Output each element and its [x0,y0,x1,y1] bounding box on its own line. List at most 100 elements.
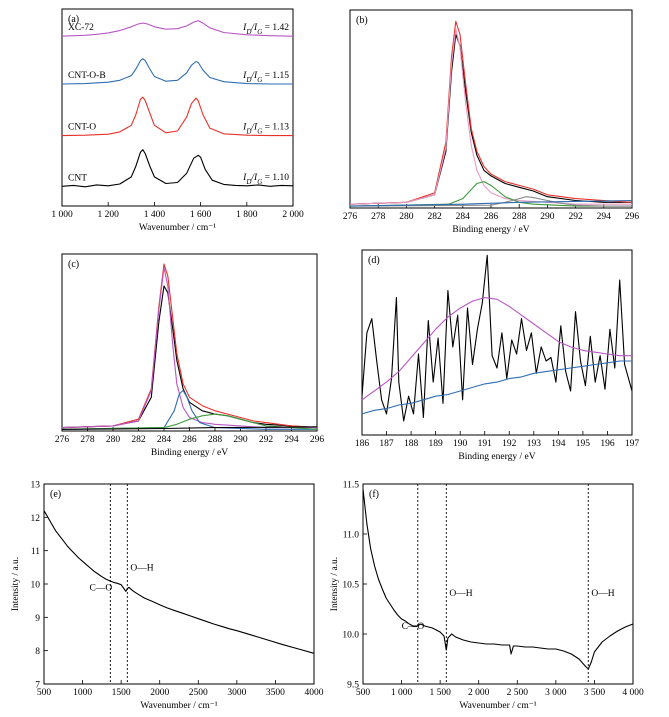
x-tick-label: 292 [568,212,583,222]
x-tick-label: 282 [427,212,442,222]
x-tick-label: 282 [131,435,146,445]
x-tick-label: 2 000 [468,688,490,698]
panel-label: (b) [356,15,368,26]
x-axis-label: Binding energy / eV [151,448,228,458]
series-line-cnt-o [61,96,293,137]
series-line-red [349,20,633,205]
y-tick-label: 13 [31,481,41,491]
x-tick-label: 1 200 [98,210,120,220]
series-line-xc-72 [61,20,294,37]
x-tick-label: 2 500 [507,688,529,698]
x-axis-label: Binding energy / eV [458,452,535,462]
x-tick-label: 288 [208,435,223,445]
plot-frame [361,249,633,436]
series-line-black [43,510,315,654]
chart-panel-f: 500 1 000 1 500 2 000 2 500 3 000 3 500 4 000 9.… [330,481,644,712]
y-tick-label: 10 [31,581,41,591]
x-axis-label: Binding energy / eV [452,225,529,235]
x-tick-label: 189 [429,439,444,449]
x-tick-label: 1 400 [144,210,166,220]
x-tick-label: 3500 [266,688,285,698]
x-tick-label: 294 [284,435,299,445]
bond-annotation: O—H [130,564,153,574]
series-line-pink [349,28,632,205]
x-tick-label: 278 [80,435,95,445]
x-tick-label: 296 [625,212,640,222]
x-tick-label: 2000 [150,688,169,698]
bond-annotation: O—H [591,589,614,599]
x-tick-label: 500 [356,688,371,698]
series-line-blue [61,389,317,430]
x-tick-label: 276 [343,212,358,222]
x-tick-label: 286 [484,212,499,222]
series-line-black [61,426,318,430]
series-line-green [349,181,632,207]
y-tick-label: 11.5 [343,481,360,491]
y-axis-label: Intensity / a.u. [330,557,340,611]
x-tick-label: 1 600 [190,210,212,220]
x-tick-label: 194 [551,439,566,449]
bond-annotation: O—H [449,589,472,599]
x-tick-label: 192 [502,439,517,449]
series-line-cnt [61,149,294,188]
bond-annotation: C—O [90,584,113,594]
x-tick-label: 284 [456,212,471,222]
y-tick-label: 9 [35,614,40,624]
x-tick-label: 286 [182,435,197,445]
x-tick-label: 294 [597,212,612,222]
series-line-cnt-o-b [61,58,293,85]
x-tick-label: 280 [106,435,121,445]
x-tick-label: 4 000 [622,688,644,698]
x-tick-label: 500 [37,688,52,698]
panel-label: (f) [369,489,379,500]
y-tick-label: 10.0 [342,631,359,641]
series-line-black [61,285,318,429]
x-tick-label: 195 [576,439,591,449]
panel-label: (e) [50,489,61,500]
x-tick-label: 197 [625,439,640,449]
x-tick-label: 290 [540,212,555,222]
bond-annotation: C—O [402,622,425,632]
y-tick-label: 8 [35,647,40,657]
plot-frame [349,9,633,209]
y-axis-label: Intensity / a.u. [11,557,21,611]
x-axis-label: Wavenumber / cm⁻¹ [139,223,216,233]
plot-frame [43,483,315,685]
chart-panel-a: 1 000 1 200 1 400 1 600 1 800 2 000 Wavenumber… [51,8,304,233]
x-tick-label: 1 000 [391,688,413,698]
x-tick-label: 3 000 [545,688,567,698]
chart-panel-c: 276 278 280 282 284 286 288 290 292 294 296 Binding… [55,253,325,458]
x-tick-label: 280 [399,212,414,222]
x-tick-label: 1000 [73,688,92,698]
x-tick-label: 296 [310,435,325,445]
x-tick-label: 2 000 [282,210,304,220]
x-tick-label: 190 [453,439,468,449]
plot-frame [362,483,634,685]
chart-panel-e: 500 1000 1500 2000 2500 3000 3500 4000 7 8 9 10 11 12… [11,481,324,712]
y-tick-label: 11 [31,547,40,557]
y-tick-label: 7 [35,681,40,691]
x-tick-label: 290 [233,435,248,445]
intensity-ratio-label: ID/IG = 1.15 [242,71,289,84]
x-tick-label: 4000 [305,688,324,698]
x-tick-label: 2500 [189,688,208,698]
x-tick-label: 1 000 [51,210,73,220]
panel-label: (d) [368,255,380,266]
y-tick-label: 9.5 [347,681,359,691]
x-tick-label: 3000 [227,688,246,698]
x-tick-label: 193 [527,439,542,449]
intensity-ratio-label: ID/IG = 1.42 [242,23,289,36]
series-line-blue [349,199,633,207]
x-tick-label: 284 [157,435,172,445]
x-tick-label: 191 [478,439,493,449]
x-tick-label: 196 [600,439,615,449]
y-tick-label: 10.5 [342,581,359,591]
x-tick-label: 1 500 [429,688,451,698]
x-tick-label: 1500 [112,688,131,698]
series-label: CNT-O-B [68,71,106,81]
series-line-magenta [61,266,317,429]
intensity-ratio-label: ID/IG = 1.10 [242,173,289,186]
x-tick-label: 186 [355,439,370,449]
y-tick-label: 12 [31,514,41,524]
